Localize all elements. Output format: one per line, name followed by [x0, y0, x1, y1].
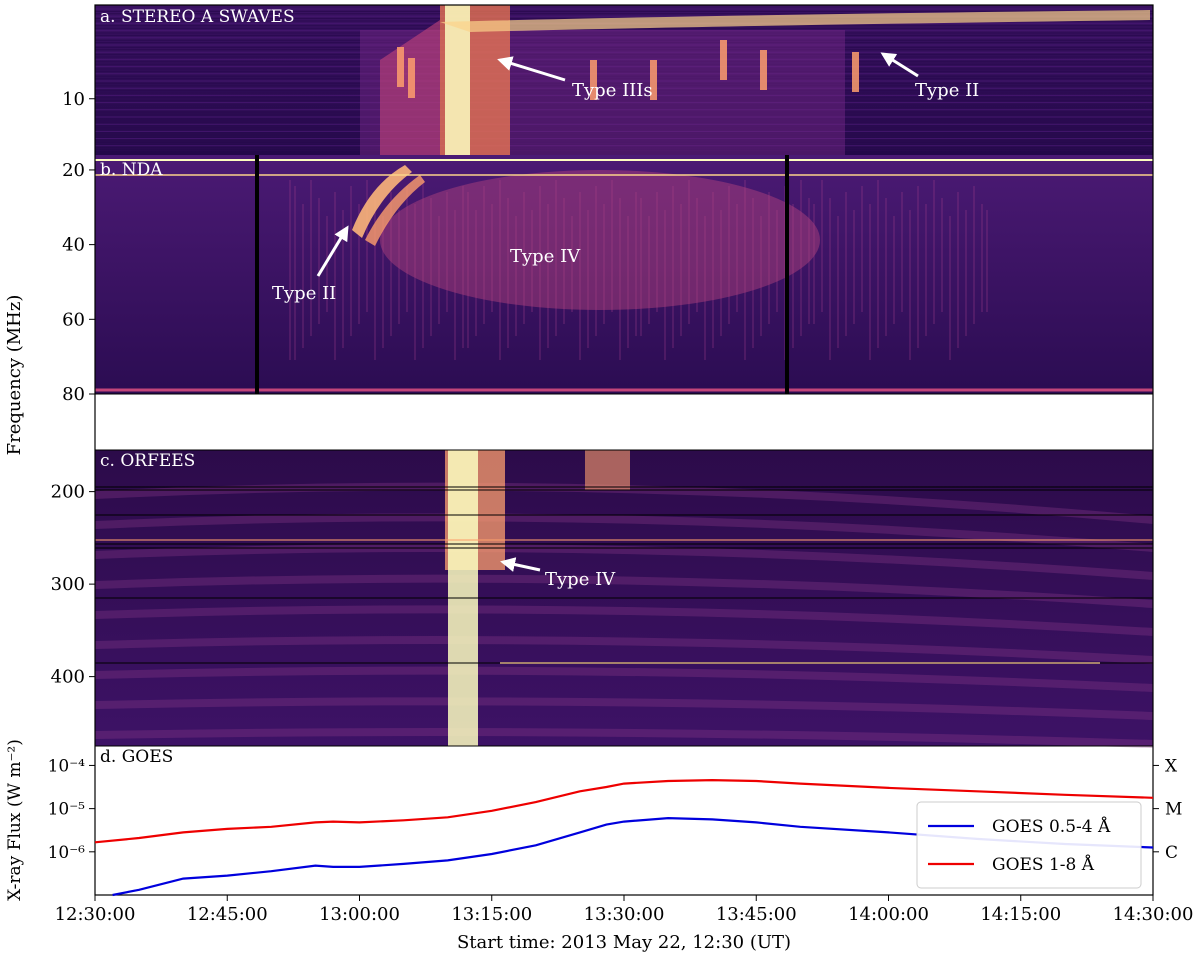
panel-b-title: b. NDA	[100, 160, 163, 180]
xray-flux-axis-label: X-ray Flux (W m⁻²)	[5, 739, 25, 901]
right-tick-label: M	[1165, 800, 1182, 820]
goes-legend: GOES 0.5-4 Å GOES 1-8 Å	[916, 801, 1142, 889]
goes-long-line	[94, 778, 1154, 844]
x-axis-label: Start time: 2013 May 22, 12:30 (UT)	[457, 932, 791, 953]
type-ii-lane	[352, 165, 412, 238]
orfees-band	[94, 636, 1154, 664]
y-tick-label: 10⁻⁵	[48, 800, 86, 820]
x-tick-label: 12:30:00	[55, 904, 136, 925]
swaves-burst	[590, 60, 597, 100]
y-tick-label: 10⁻⁴	[48, 756, 86, 776]
right-tick-label: X	[1165, 756, 1178, 776]
y-tick-label: 40	[62, 235, 85, 256]
type-iv-continuum	[380, 170, 820, 310]
type-ii-arrow-b	[316, 225, 349, 277]
orfees-band	[94, 605, 1154, 636]
panel-gap	[95, 394, 1153, 450]
spectral-features	[94, 5, 1154, 748]
y-tick-label: 10⁻⁶	[48, 843, 86, 863]
x-tick-label: 13:00:00	[319, 904, 400, 925]
type-ii-label-a: Type II	[915, 80, 979, 101]
legend-label-goes-short: GOES 0.5-4 Å	[992, 816, 1111, 837]
type-ii-label-b: Type II	[272, 283, 336, 304]
orfees-band	[94, 666, 1154, 692]
type-ii-drift-a	[440, 10, 1150, 32]
frequency-axis-label: Frequency (MHz)	[4, 295, 25, 456]
type-ii-lane	[365, 175, 425, 246]
panel-a-spectrogram	[95, 5, 1153, 155]
x-tick-label: 14:15:00	[980, 904, 1061, 925]
x-tick-label: 12:45:00	[187, 904, 268, 925]
nda-data-gap	[785, 155, 789, 394]
y-tick-label: 60	[62, 309, 85, 330]
type-iv-arrow-c	[500, 557, 541, 572]
nda-data-gap	[255, 155, 259, 394]
x-ticks: 12:30:00 12:45:00 13:00:00 13:15:00 13:30:00…	[55, 895, 1194, 925]
orfees-band	[94, 574, 1154, 608]
orfees-band	[94, 728, 1154, 748]
type-iiis-arrow	[497, 56, 566, 82]
swaves-burst	[408, 58, 415, 98]
goes-curves	[94, 778, 1154, 897]
orfees-band	[94, 697, 1154, 720]
x-tick-label: 14:00:00	[848, 904, 929, 925]
x-tick-label: 13:30:00	[584, 904, 665, 925]
goes-short-line	[112, 816, 1154, 897]
panel-b-spectrogram	[95, 155, 1153, 394]
y-tick-label: 20	[62, 160, 85, 181]
y-tick-label: 200	[51, 482, 85, 503]
panel-a-title: a. STEREO A SWAVES	[100, 7, 295, 27]
orfees-burst	[585, 450, 630, 490]
right-tick-label: C	[1165, 843, 1178, 863]
orfees-band	[94, 513, 1154, 552]
x-tick-label: 14:30:00	[1113, 904, 1194, 925]
panel-d-title: d. GOES	[100, 747, 173, 767]
swaves-burst	[852, 52, 859, 92]
type-iv-label-c: Type IV	[545, 569, 616, 590]
y-tick-label: 80	[62, 384, 85, 405]
swaves-burst	[760, 50, 767, 90]
type-iiis-label: Type IIIs	[572, 80, 653, 101]
y-ticks: 10 20 40 60 80 200 300 400 10⁻⁴ X 10⁻⁵ M 10⁻⁶ C	[48, 89, 1183, 863]
y-tick-label: 300	[51, 574, 85, 595]
y-tick-label: 400	[51, 667, 85, 688]
type-iv-label-b: Type IV	[510, 246, 581, 267]
swaves-burst	[397, 47, 404, 87]
x-tick-label: 13:45:00	[716, 904, 797, 925]
swaves-burst	[650, 60, 657, 100]
panel-c-title: c. ORFEES	[100, 451, 195, 471]
x-tick-label: 13:15:00	[451, 904, 532, 925]
swaves-burst	[720, 40, 727, 80]
y-tick-label: 10	[62, 89, 85, 110]
legend-label-goes-long: GOES 1-8 Å	[992, 854, 1095, 875]
orfees-band	[94, 544, 1154, 580]
type-ii-arrow-a	[880, 52, 919, 78]
